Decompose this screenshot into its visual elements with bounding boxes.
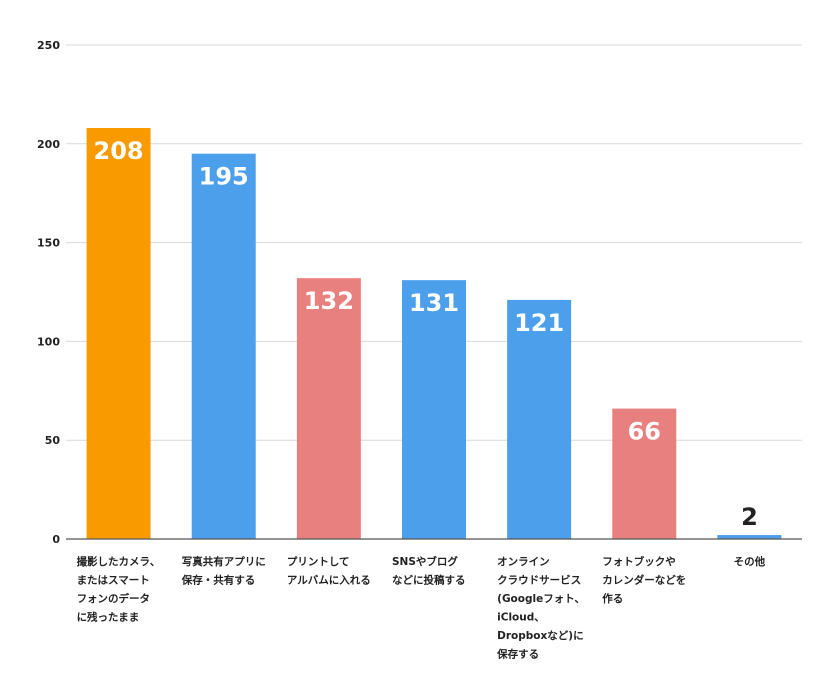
category-label-line: (Googleフォト、 — [497, 593, 585, 605]
bar — [507, 299, 572, 539]
category-label: オンラインクラウドサービス (Googleフォト、 iCloud、 Dropboxなど… — [496, 556, 585, 661]
bar — [717, 535, 782, 539]
category-label-line: 写真共有アプリに — [182, 555, 266, 568]
bar — [86, 127, 151, 539]
category-label-line: またはスマート — [77, 575, 150, 587]
category-label: SNSやブログなどに投稿する — [392, 555, 466, 587]
bar — [296, 278, 361, 539]
category-label-line: に残ったまま — [77, 611, 140, 624]
category-label-line: 撮影したカメラ、 — [77, 555, 161, 568]
data-label: 195 — [199, 163, 249, 191]
data-labels: 208 195 132 131 121 66 2 — [94, 137, 758, 531]
bar — [612, 408, 677, 539]
bar — [191, 153, 256, 539]
bar — [402, 280, 466, 539]
category-label: 撮影したカメラ、またはスマートフォンのデータに残ったまま — [77, 555, 161, 624]
y-tick-label: 0 — [52, 533, 60, 546]
data-label: 121 — [514, 309, 564, 337]
y-tick-label: 50 — [45, 434, 61, 447]
category-label-line: SNSやブログ — [392, 555, 458, 568]
data-label: 2 — [741, 503, 758, 531]
category-label-line: 保存する — [496, 648, 539, 661]
bars — [86, 127, 782, 539]
y-tick-label: 150 — [37, 237, 60, 250]
y-tick-label: 200 — [37, 138, 60, 151]
data-label: 208 — [94, 137, 144, 165]
category-label-line: 作る — [602, 592, 623, 605]
category-label-line: オンライン — [497, 556, 549, 568]
y-tick-label: 100 — [37, 335, 60, 348]
category-label-line: Dropboxなど)に — [497, 629, 583, 642]
gridlines — [66, 44, 802, 441]
category-label-line: フォトブックや — [602, 555, 676, 568]
category-label-line: カレンダーなどを — [602, 574, 686, 587]
data-label: 131 — [409, 289, 459, 317]
category-label: その他 — [734, 555, 766, 568]
category-label: プリントしてアルバムに入れる — [287, 555, 371, 587]
category-labels: 撮影したカメラ、またはスマートフォンのデータに残ったまま写真共有アプリに保存・共… — [77, 555, 766, 661]
y-tick-label: 250 — [37, 39, 60, 52]
category-label-line: アルバムに入れる — [287, 575, 371, 587]
category-label-line: フォンのデータ — [77, 592, 151, 605]
category-label-line: などに投稿する — [392, 574, 466, 587]
category-label: フォトブックやカレンダーなどを作る — [602, 555, 686, 605]
y-axis-ticks: 0 50 100 150 200 250 — [37, 39, 60, 546]
data-label: 66 — [628, 418, 661, 446]
data-label: 132 — [304, 287, 354, 315]
category-label-line: 保存・共有する — [181, 574, 256, 587]
category-label-line: クラウドサービス — [497, 574, 581, 587]
category-label-line: プリントして — [287, 555, 350, 568]
category-label-line: iCloud、 — [497, 612, 545, 624]
category-label-line: その他 — [734, 555, 766, 568]
category-label: 写真共有アプリに保存・共有する — [181, 555, 266, 587]
